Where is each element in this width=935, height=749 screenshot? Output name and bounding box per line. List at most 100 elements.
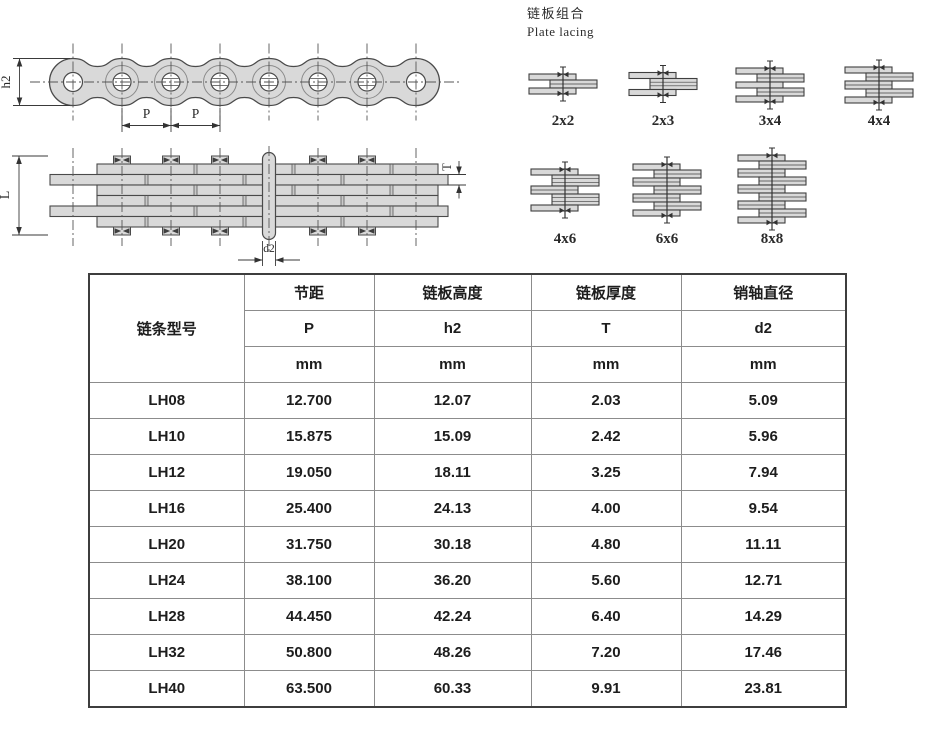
dimension-label-d2: d2 [263, 243, 275, 255]
table-row-LH12: LH12 19.050 18.11 3.25 7.94 [88, 454, 847, 491]
cell-model: LH24 [88, 562, 245, 599]
plan-view [49, 146, 449, 252]
cell-value-1: 18.11 [373, 454, 532, 491]
cell-value-2: 5.60 [530, 562, 682, 599]
col-header-symbol-0: P [243, 310, 375, 347]
cell-model: LH10 [88, 418, 245, 455]
cell-value-3: 5.09 [680, 382, 847, 419]
cell-value-3: 14.29 [680, 598, 847, 635]
dimension-label-P: P [143, 106, 151, 121]
dim-h2: h2 [0, 58, 70, 106]
lacing-label-4x4: 4x4 [868, 113, 891, 129]
cell-model: LH32 [88, 634, 245, 671]
lacing-diagram-3x4: 3x4 [735, 60, 805, 129]
cell-value-0: 63.500 [243, 670, 375, 708]
table-row-LH40: LH40 63.500 60.33 9.91 23.81 [88, 670, 847, 708]
col-header-name-2: 链板厚度 [530, 273, 682, 311]
cell-value-1: 42.24 [373, 598, 532, 635]
col-header-name-3: 销轴直径 [680, 273, 847, 311]
table-row-LH24: LH24 38.100 36.20 5.60 12.71 [88, 562, 847, 599]
dim-L: L [0, 155, 48, 236]
col-header-symbol-2: T [530, 310, 682, 347]
col-header-unit-0: mm [243, 346, 375, 383]
side-view [30, 43, 459, 121]
spec-table-body: LH08 12.700 12.07 2.03 5.09 LH10 15.875 15.09 2.… [88, 382, 847, 708]
cell-value-0: 38.100 [243, 562, 375, 599]
cell-value-1: 60.33 [373, 670, 532, 708]
cell-value-2: 6.40 [530, 598, 682, 635]
cell-value-3: 11.11 [680, 526, 847, 563]
cell-value-3: 23.81 [680, 670, 847, 708]
col-header-model: 链条型号 [88, 273, 245, 383]
cell-value-0: 19.050 [243, 454, 375, 491]
cell-model: LH16 [88, 490, 245, 527]
dim-T: T [440, 161, 466, 199]
cell-value-0: 31.750 [243, 526, 375, 563]
plate-lacing-diagrams: 2x2 2x3 3x4 4x4 4x6 6x6 8x8 [528, 59, 914, 247]
plate-lacing-title-en: Plate lacing [527, 24, 595, 39]
cell-value-0: 44.450 [243, 598, 375, 635]
plate-lacing-header: 链板组合 Plate lacing [527, 3, 594, 40]
cell-value-0: 50.800 [243, 634, 375, 671]
lacing-label-6x6: 6x6 [656, 231, 679, 247]
col-header-unit-1: mm [373, 346, 532, 383]
cell-value-1: 48.26 [373, 634, 532, 671]
table-row-LH10: LH10 15.875 15.09 2.42 5.96 [88, 418, 847, 455]
cell-model: LH20 [88, 526, 245, 563]
lacing-diagram-2x3: 2x3 [628, 65, 698, 129]
cell-value-3: 7.94 [680, 454, 847, 491]
cell-value-2: 2.03 [530, 382, 682, 419]
cell-value-1: 30.18 [373, 526, 532, 563]
cell-value-3: 5.96 [680, 418, 847, 455]
lacing-diagram-4x6: 4x6 [530, 161, 600, 247]
table-row-LH32: LH32 50.800 48.26 7.20 17.46 [88, 634, 847, 671]
cell-value-3: 12.71 [680, 562, 847, 599]
col-header-name-1: 链板高度 [373, 273, 532, 311]
col-header-unit-2: mm [530, 346, 682, 383]
cell-value-1: 36.20 [373, 562, 532, 599]
cell-value-0: 12.700 [243, 382, 375, 419]
cell-value-2: 4.00 [530, 490, 682, 527]
table-row-LH28: LH28 44.450 42.24 6.40 14.29 [88, 598, 847, 635]
cell-model: LH40 [88, 670, 245, 708]
cell-value-2: 4.80 [530, 526, 682, 563]
lacing-label-2x2: 2x2 [552, 113, 575, 129]
col-header-unit-3: mm [680, 346, 847, 383]
plate-lacing-title-cn: 链板组合 [527, 6, 586, 21]
lacing-diagram-4x4: 4x4 [844, 59, 914, 129]
cell-value-3: 17.46 [680, 634, 847, 671]
cell-value-2: 9.91 [530, 670, 682, 708]
cell-value-1: 24.13 [373, 490, 532, 527]
cell-value-3: 9.54 [680, 490, 847, 527]
dimension-label-T: T [440, 163, 454, 171]
cell-value-0: 15.875 [243, 418, 375, 455]
table-row-LH16: LH16 25.400 24.13 4.00 9.54 [88, 490, 847, 527]
cell-value-2: 2.42 [530, 418, 682, 455]
col-header-symbol-1: h2 [373, 310, 532, 347]
dim-d2: d2 [238, 241, 300, 266]
cell-model: LH08 [88, 382, 245, 419]
cell-value-1: 12.07 [373, 382, 532, 419]
cell-value-2: 3.25 [530, 454, 682, 491]
cell-model: LH28 [88, 598, 245, 635]
cell-value-2: 7.20 [530, 634, 682, 671]
lacing-diagram-6x6: 6x6 [632, 156, 702, 247]
leaf-chain-technical-drawing: h2PPLTd2 [0, 43, 466, 266]
cell-model: LH12 [88, 454, 245, 491]
table-row-LH08: LH08 12.700 12.07 2.03 5.09 [88, 382, 847, 419]
lacing-label-3x4: 3x4 [759, 113, 782, 129]
dimension-label-P: P [192, 106, 200, 121]
dimension-label-L: L [0, 191, 13, 200]
lacing-label-2x3: 2x3 [652, 113, 675, 129]
lacing-label-4x6: 4x6 [554, 231, 577, 247]
cell-value-1: 15.09 [373, 418, 532, 455]
dimension-label-h2: h2 [0, 76, 13, 89]
lacing-diagram-8x8: 8x8 [737, 147, 807, 247]
col-header-symbol-3: d2 [680, 310, 847, 347]
table-row-LH20: LH20 31.750 30.18 4.80 11.11 [88, 526, 847, 563]
lacing-diagram-2x2: 2x2 [528, 66, 598, 129]
